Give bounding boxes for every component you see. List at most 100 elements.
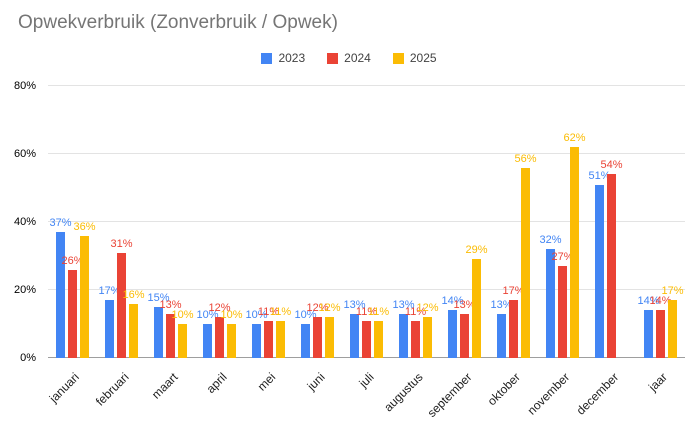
bar-2025-augustus: 12%	[416, 302, 439, 358]
bar-value-label: 17%	[661, 285, 684, 298]
x-axis-cell: april	[195, 362, 244, 432]
bar-2024-juni: 12%	[306, 302, 329, 358]
legend-swatch	[327, 52, 339, 64]
legend-label: 2023	[278, 51, 306, 65]
bar-value-label: 12%	[318, 302, 341, 315]
bar-2023-jaar: 14%	[637, 295, 660, 358]
gridline	[48, 85, 685, 86]
bar-2023-september: 14%	[441, 295, 464, 358]
bar-2023-maart: 15%	[147, 292, 170, 358]
plot-area: 37% 26% 36% 17% 31% 16% 15% 13% 10% 10% 12% 10% 10% 1…	[48, 85, 685, 358]
bar-value-label: 51%	[588, 169, 611, 182]
x-axis-cell: maart	[146, 362, 195, 432]
legend-item-2023: 2023	[261, 51, 305, 65]
bar-value-label: 10%	[196, 309, 219, 321]
bar-value-label: 11%	[269, 305, 292, 318]
bar-group-mei: 10% 11% 11%	[244, 86, 293, 358]
bar-2024-april: 12%	[208, 302, 231, 358]
bar-value-label: 12%	[208, 302, 231, 315]
bar-value-label: 37%	[49, 217, 72, 230]
x-axis-cell: december	[574, 362, 636, 432]
bar-2024-augustus: 11%	[405, 306, 426, 358]
bar-2025-september: 29%	[465, 244, 488, 358]
x-axis-label: jaar	[646, 370, 671, 395]
bar-value-label: 10%	[171, 309, 194, 321]
y-tick-label: 40%	[13, 216, 36, 228]
bar-value-label: 27%	[551, 251, 574, 264]
x-axis-cell: februari	[93, 362, 146, 432]
x-axis-cell: jaar	[636, 362, 685, 432]
bar-group-juli: 13% 11% 11%	[342, 86, 391, 358]
bar-2023-januari: 37%	[49, 217, 72, 358]
bar-group-februari: 17% 31% 16%	[97, 86, 146, 358]
legend-item-2025: 2025	[392, 51, 437, 65]
y-axis: 0% 20% 40% 60% 80%	[0, 80, 44, 364]
bar-2025-maart: 10%	[171, 309, 194, 358]
x-axis-cell: september	[424, 362, 489, 432]
legend: 2023 2024 2025	[0, 50, 698, 66]
chart-title: Opwekverbruik (Zonverbruik / Opwek)	[18, 12, 338, 33]
y-tick-label: 60%	[13, 148, 36, 160]
bar-2025-november: 62%	[563, 132, 586, 358]
bar-2025-juli: 11%	[368, 306, 389, 358]
bar-value-label: 54%	[600, 159, 623, 172]
bar-2024-oktober: 17%	[502, 285, 525, 358]
bar-2023-mei: 10%	[245, 309, 268, 358]
bar-value-label: 13%	[343, 298, 366, 311]
bar-value-label: 11%	[404, 305, 427, 318]
bar-value-label: 11%	[257, 305, 280, 318]
bar-value-label: 12%	[306, 302, 329, 315]
bar-groups: 37% 26% 36% 17% 31% 16% 15% 13% 10% 10% 12% 10% 10% 1…	[48, 86, 685, 358]
bar-2025-mei: 11%	[270, 306, 291, 358]
bar-value-label: 10%	[220, 309, 243, 321]
bar-value-label: 14%	[649, 295, 672, 308]
bar-2023-juni: 10%	[294, 309, 317, 358]
bar-group-december: 51% 54%	[587, 86, 636, 358]
bar-value-label: 10%	[245, 309, 268, 321]
bar-value-label: 15%	[147, 292, 170, 304]
bar-2024-november: 27%	[551, 251, 574, 358]
bar-group-oktober: 13% 17% 56%	[489, 86, 538, 358]
bar-2023-augustus: 13%	[392, 299, 415, 358]
x-axis-label: april	[203, 370, 230, 396]
x-axis-cell: januari	[47, 362, 97, 432]
x-axis: januari februari maart april mei juni juli augu…	[47, 362, 685, 432]
bar-2025-februari: 16%	[122, 289, 145, 358]
bar-2023-februari: 17%	[98, 285, 121, 358]
bar-2023-april: 10%	[196, 309, 219, 358]
y-tick-label: 0%	[20, 352, 36, 364]
legend-swatch	[392, 52, 404, 64]
bar-2024-maart: 13%	[159, 299, 182, 358]
x-axis-label: maart	[148, 370, 181, 402]
bar-value-label: 26%	[61, 254, 84, 267]
bar-value-label: 10%	[294, 309, 317, 321]
legend-item-2024: 2024	[327, 51, 371, 65]
x-axis-cell: november	[525, 362, 587, 432]
bar-2024-februari: 31%	[110, 238, 133, 358]
bar-value-label: 17%	[98, 285, 121, 298]
bar-value-label: 14%	[637, 295, 660, 308]
bar-2024-juli: 11%	[356, 306, 377, 358]
bar-value-label: 36%	[73, 220, 96, 233]
bar-group-november: 32% 27% 62%	[538, 86, 587, 358]
x-axis-label: februari	[92, 370, 132, 409]
bar-value-label: 12%	[416, 302, 439, 315]
bar-group-jaar: 14% 14% 17%	[636, 86, 685, 358]
x-axis-cell: augustus	[381, 362, 440, 432]
bar-2025-april: 10%	[220, 309, 243, 358]
bar-value-label: 17%	[502, 285, 525, 298]
bar-value-label: 14%	[441, 295, 464, 308]
bar-value-label: 13%	[453, 298, 476, 311]
bar-value-label: 11%	[367, 305, 390, 318]
bar-value-label: 13%	[159, 298, 182, 311]
legend-swatch	[261, 52, 273, 64]
bar-group-april: 10% 12% 10%	[195, 86, 244, 358]
bar-2024-mei: 11%	[258, 306, 279, 358]
bar-value-label: 29%	[465, 244, 488, 257]
x-axis-label: juni	[304, 370, 328, 394]
x-axis-cell: mei	[244, 362, 293, 432]
x-axis-label: januari	[47, 370, 83, 406]
gridline	[48, 289, 685, 290]
bar-2025-jaar: 17%	[661, 285, 684, 358]
